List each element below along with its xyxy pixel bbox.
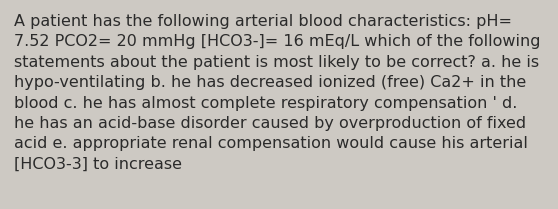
Text: A patient has the following arterial blood characteristics: pH=
7.52 PCO2= 20 mm: A patient has the following arterial blo… (14, 14, 541, 172)
